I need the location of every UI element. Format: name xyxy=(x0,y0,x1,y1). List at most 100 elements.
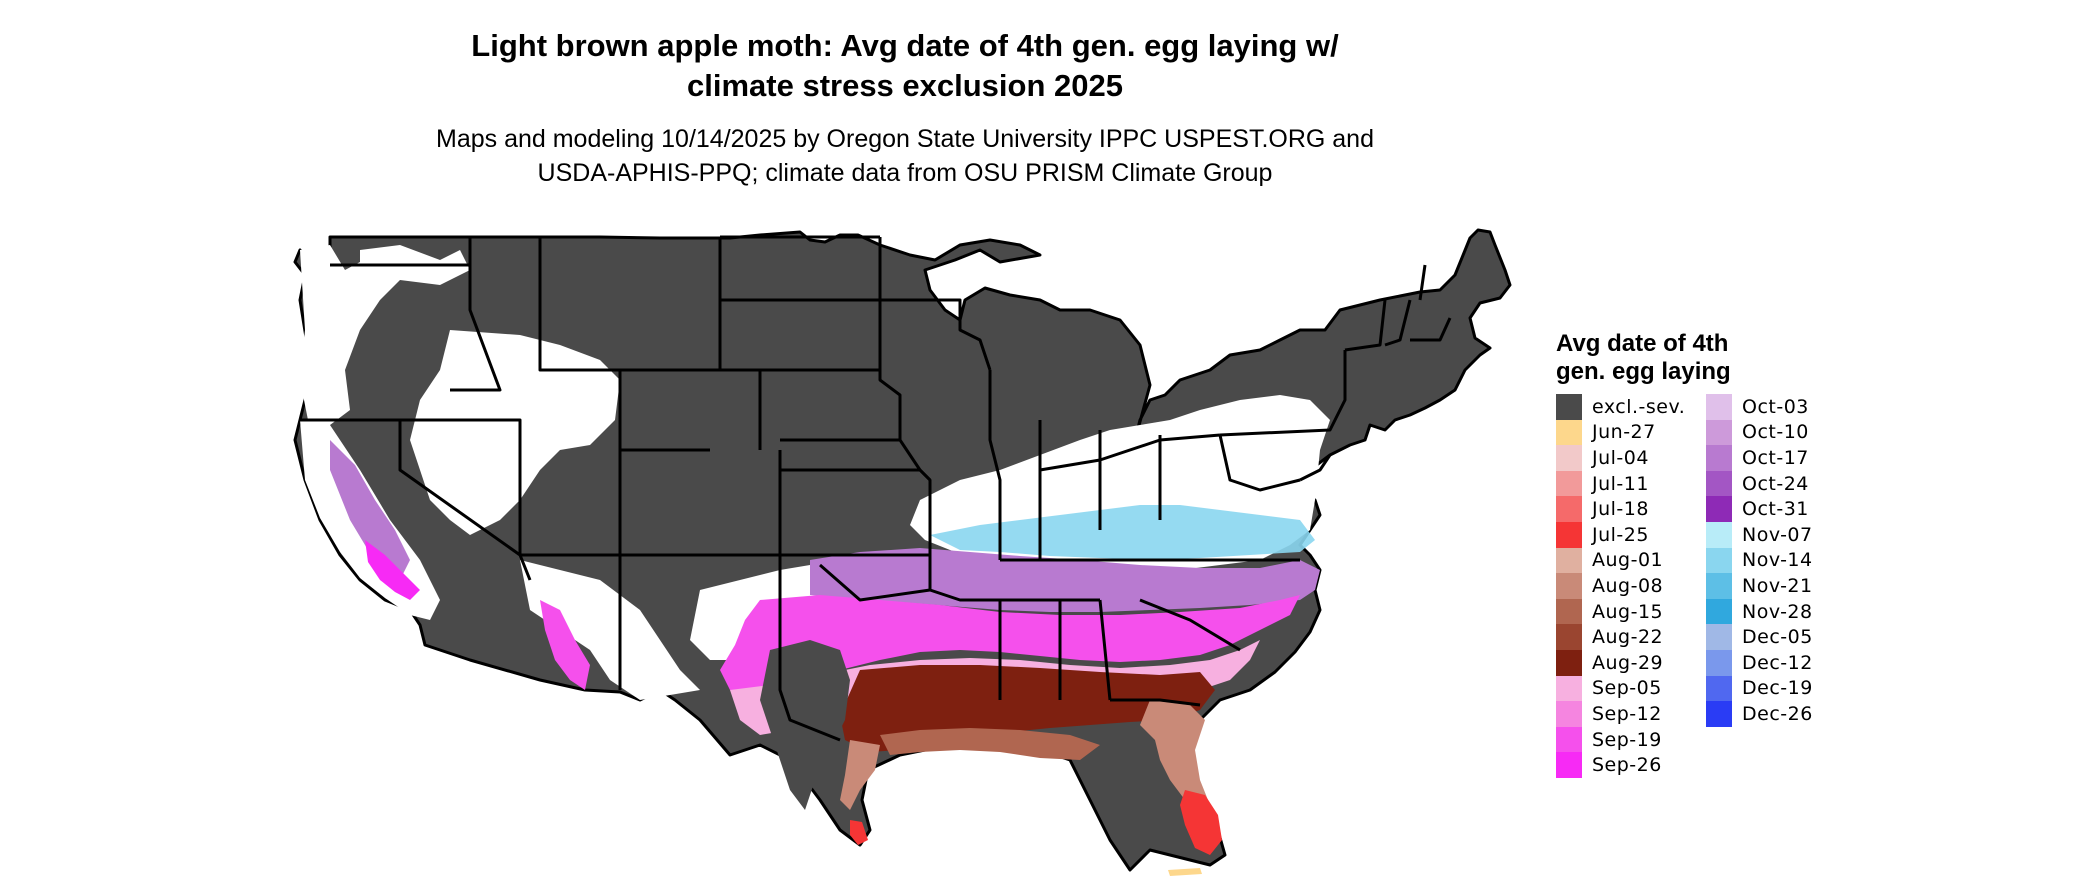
legend-item: Oct-03 xyxy=(1706,394,1813,420)
legend-item: Jun-27 xyxy=(1556,419,1685,446)
brown-florida xyxy=(1140,700,1210,805)
legend-item: Nov-21 xyxy=(1706,573,1813,599)
legend-swatch xyxy=(1706,470,1732,497)
legend-swatch xyxy=(1556,752,1582,778)
legend-item: Nov-28 xyxy=(1706,598,1813,625)
legend-item: Dec-26 xyxy=(1706,701,1813,727)
legend-label: Aug-08 xyxy=(1592,574,1664,597)
legend-label: Dec-05 xyxy=(1742,626,1813,649)
legend-title-line-2: gen. egg laying xyxy=(1556,358,1731,385)
title-line-1: Light brown apple moth: Avg date of 4th … xyxy=(471,28,1339,63)
legend-item: Sep-19 xyxy=(1556,726,1685,753)
legend-swatch xyxy=(1706,496,1732,522)
legend-item: Oct-31 xyxy=(1706,496,1813,522)
legend-item: Sep-05 xyxy=(1556,675,1685,702)
legend-label: Sep-05 xyxy=(1592,677,1662,700)
brown-texas-coast xyxy=(840,740,880,810)
map-title: Light brown apple moth: Avg date of 4th … xyxy=(300,26,1510,106)
legend-label: Dec-26 xyxy=(1742,702,1813,725)
legend-label: Oct-24 xyxy=(1742,472,1809,495)
legend-label: Aug-01 xyxy=(1592,549,1664,572)
legend-item: Jul-25 xyxy=(1556,521,1685,548)
legend-swatch xyxy=(1706,445,1732,471)
legend-item: Jul-18 xyxy=(1556,496,1685,522)
legend-item: Nov-14 xyxy=(1706,547,1813,574)
red-texas-tip xyxy=(850,820,868,845)
white-zone-great-basin xyxy=(410,330,620,535)
legend-label: Sep-19 xyxy=(1592,728,1662,751)
legend-swatch xyxy=(1556,470,1582,497)
legend-label: Jun-27 xyxy=(1592,421,1656,444)
legend-label: Oct-17 xyxy=(1742,446,1809,469)
white-zone-west xyxy=(300,245,390,430)
legend-label: Aug-22 xyxy=(1592,626,1664,649)
purple-west-coast xyxy=(330,440,410,580)
legend-item: Aug-15 xyxy=(1556,598,1685,625)
map-subtitle: Maps and modeling 10/14/2025 by Oregon S… xyxy=(300,122,1510,190)
legend-item: Aug-22 xyxy=(1556,624,1685,650)
us-map xyxy=(293,228,1512,876)
legend-label: Nov-28 xyxy=(1742,600,1813,623)
legend-label: excl.-sev. xyxy=(1592,395,1686,418)
legend-label: Jul-18 xyxy=(1592,498,1649,521)
legend-item: Nov-07 xyxy=(1706,521,1813,548)
legend-item: Sep-26 xyxy=(1556,752,1685,778)
legend-column-1: excl.-sev. Jun-27 Jul-04 Jul-11 Jul-18 Jul-25… xyxy=(1556,394,1685,778)
legend-label: Nov-21 xyxy=(1742,574,1813,597)
legend-item: Aug-01 xyxy=(1556,547,1685,574)
legend-title-line-1: Avg date of 4th xyxy=(1556,330,1729,357)
legend-label: Jul-04 xyxy=(1592,446,1649,469)
legend-swatch xyxy=(1556,701,1582,727)
subtitle-line-1: Maps and modeling 10/14/2025 by Oregon S… xyxy=(436,125,1374,153)
legend-swatch xyxy=(1706,547,1732,574)
legend-label: Aug-15 xyxy=(1592,600,1664,623)
legend-swatch xyxy=(1556,496,1582,522)
legend-item: Aug-29 xyxy=(1556,649,1685,676)
legend-label: Oct-03 xyxy=(1742,395,1809,418)
legend-swatch xyxy=(1556,573,1582,599)
red-florida xyxy=(1180,790,1222,855)
legend-item: excl.-sev. xyxy=(1556,394,1685,420)
legend-swatch xyxy=(1556,624,1582,650)
legend-column-2: Oct-03 Oct-10 Oct-17 Oct-24 Oct-31 Nov-07 Nov-… xyxy=(1706,394,1813,727)
legend-item: Aug-08 xyxy=(1556,573,1685,599)
legend-swatch xyxy=(1706,573,1732,599)
brown-light-gulf xyxy=(880,728,1100,760)
title-line-2: climate stress exclusion 2025 xyxy=(687,68,1123,103)
legend-label: Dec-12 xyxy=(1742,651,1813,674)
legend-item: Dec-05 xyxy=(1706,624,1813,650)
legend-item: Dec-12 xyxy=(1706,649,1813,676)
legend-item: Sep-12 xyxy=(1556,701,1685,727)
legend-swatch xyxy=(1706,675,1732,702)
legend-title: Avg date of 4th gen. egg laying xyxy=(1556,330,1731,386)
legend-label: Oct-31 xyxy=(1742,498,1809,521)
white-zone-southwest xyxy=(520,560,700,700)
legend-label: Nov-14 xyxy=(1742,549,1813,572)
legend-swatch xyxy=(1556,675,1582,702)
legend-label: Sep-12 xyxy=(1592,702,1662,725)
state-borders xyxy=(300,235,1452,742)
magenta-west-coast xyxy=(365,540,420,600)
legend-swatch xyxy=(1556,598,1582,625)
legend-label: Sep-26 xyxy=(1592,754,1662,777)
legend-item: Dec-19 xyxy=(1706,675,1813,702)
magenta-band xyxy=(720,595,1300,690)
legend-swatch xyxy=(1556,547,1582,574)
legend-swatch xyxy=(1556,726,1582,753)
legend-swatch xyxy=(1556,445,1582,471)
legend-swatch xyxy=(1706,701,1732,727)
legend-swatch xyxy=(1556,521,1582,548)
magenta-southwest xyxy=(540,600,590,690)
purple-band xyxy=(810,548,1320,612)
legend-swatch xyxy=(1706,394,1732,420)
legend-swatch xyxy=(1706,649,1732,676)
legend-item: Oct-24 xyxy=(1706,470,1813,497)
legend-label: Jul-11 xyxy=(1592,472,1649,495)
legend-label: Jul-25 xyxy=(1592,523,1649,546)
keys-patch xyxy=(1168,868,1202,876)
legend-swatch xyxy=(1556,419,1582,446)
legend-label: Oct-10 xyxy=(1742,421,1809,444)
legend-label: Nov-07 xyxy=(1742,523,1813,546)
legend-item: Oct-10 xyxy=(1706,419,1813,446)
legend-item: Jul-04 xyxy=(1556,445,1685,471)
